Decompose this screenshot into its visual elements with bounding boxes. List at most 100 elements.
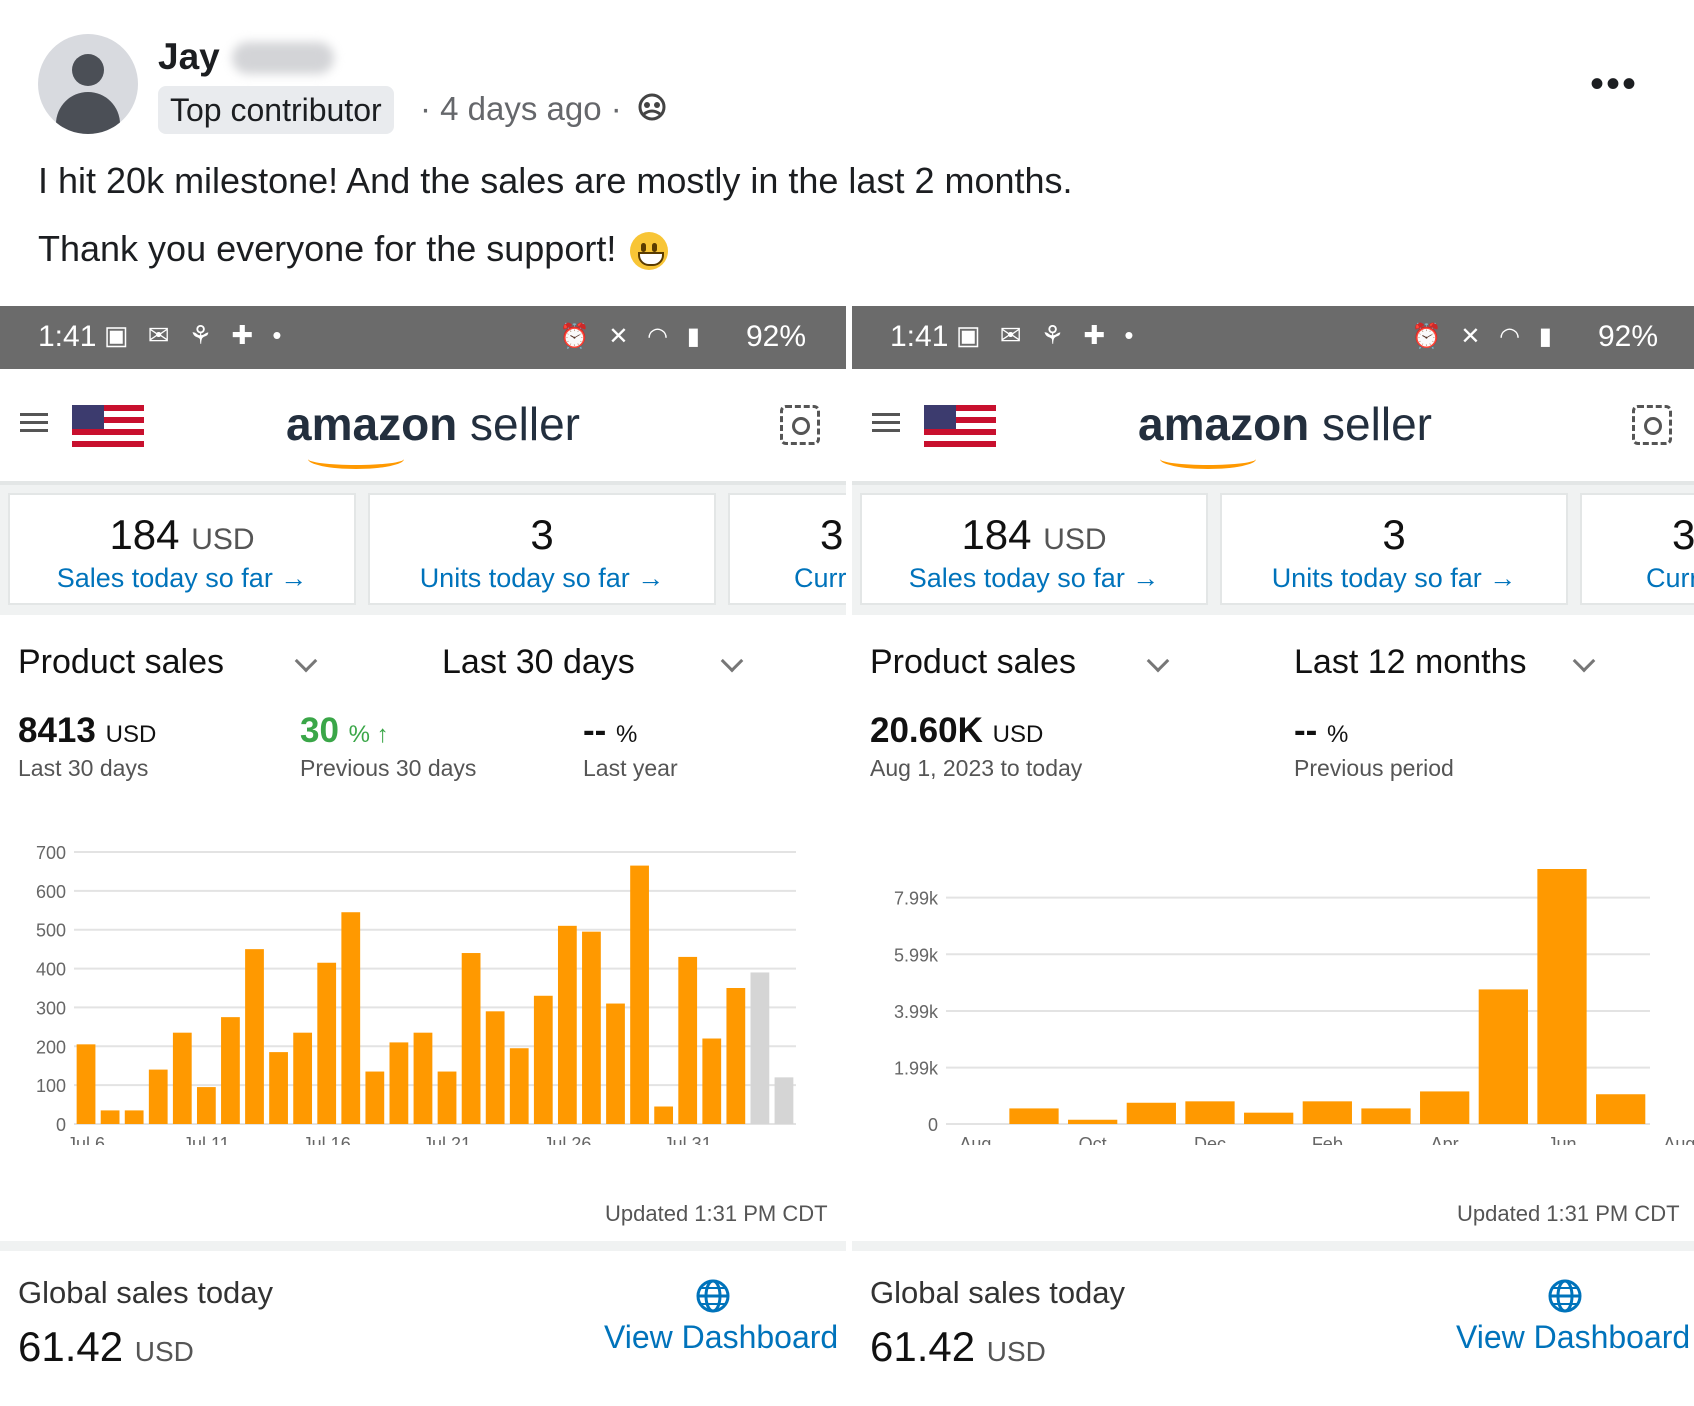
global-sales-value: 61.42 USD: [18, 1323, 194, 1371]
bar[interactable]: [413, 1032, 433, 1124]
global-sales-value: 61.42 USD: [870, 1323, 1046, 1371]
bar[interactable]: [196, 1087, 216, 1124]
global-sales-amount: 61.42: [18, 1323, 124, 1370]
us-flag-icon[interactable]: [72, 405, 144, 449]
bar[interactable]: [1420, 1091, 1470, 1124]
screenshot-right: 1:41 ▣ ✉ ⚘ ✚ • ⏰ ✕ ◠ ▮ 92% amazon seller…: [852, 306, 1694, 1406]
post-text-line-2-text: Thank you everyone for the support!: [38, 228, 617, 269]
bar[interactable]: [76, 1044, 96, 1124]
avatar-body-shape: [56, 92, 120, 134]
bar[interactable]: [557, 925, 577, 1124]
current-card[interactable]: 3 Curr: [1580, 493, 1694, 605]
sales-today-card[interactable]: 184 USD Sales today so far →: [8, 493, 356, 605]
bar[interactable]: [654, 1106, 674, 1124]
bar[interactable]: [1537, 869, 1587, 1124]
bar[interactable]: [293, 1032, 313, 1124]
battery-level: 92%: [745, 320, 806, 353]
kpi-total-value: 8413: [18, 711, 96, 750]
units-today-card[interactable]: 3 Units today so far →: [1220, 493, 1568, 605]
bar[interactable]: [1244, 1112, 1294, 1124]
more-options-icon[interactable]: •••: [1590, 62, 1639, 106]
bar[interactable]: [148, 1069, 168, 1124]
menu-icon[interactable]: [20, 413, 48, 433]
bar[interactable]: [317, 962, 337, 1124]
bar[interactable]: [100, 1110, 120, 1124]
author-name[interactable]: Jay: [158, 36, 220, 77]
global-sales-panel: Global sales today 61.42 USD View Dashbo…: [852, 1251, 1694, 1406]
period-dropdown[interactable]: Last 12 months: [1294, 643, 1527, 681]
x-tick-label: Apr: [1431, 1134, 1459, 1145]
bar[interactable]: [678, 956, 698, 1124]
units-today-link[interactable]: Units today so far →: [1271, 563, 1517, 593]
bar[interactable]: [124, 1110, 144, 1124]
units-today-link[interactable]: Units today so far →: [419, 563, 665, 593]
bar[interactable]: [389, 1042, 409, 1124]
bar[interactable]: [437, 1071, 457, 1124]
sales-today-link[interactable]: Sales today so far →: [908, 563, 1160, 593]
author-avatar[interactable]: [38, 34, 138, 134]
bar[interactable]: [1068, 1119, 1118, 1124]
globe-icon[interactable]: [694, 1277, 732, 1320]
y-tick-label: 600: [36, 882, 66, 902]
us-flag-icon[interactable]: [924, 405, 996, 449]
x-tick-label: Jul 21: [423, 1134, 471, 1145]
kpi-total: 20.60K USD: [870, 711, 1043, 751]
bar[interactable]: [365, 1071, 385, 1124]
bar[interactable]: [1185, 1101, 1235, 1124]
current-link[interactable]: Curr: [794, 563, 846, 593]
x-tick-label: Jul 11: [183, 1134, 230, 1145]
bar[interactable]: [533, 995, 553, 1124]
divider: [0, 1241, 846, 1251]
x-tick-label: Oct: [1079, 1134, 1107, 1145]
bar[interactable]: [606, 1003, 625, 1124]
chevron-down-icon[interactable]: [720, 649, 744, 673]
globe-icon[interactable]: [1546, 1277, 1584, 1320]
view-dashboard-link[interactable]: View Dashboard: [604, 1319, 839, 1355]
scan-icon[interactable]: [780, 405, 820, 445]
global-sales-title: Global sales today: [18, 1275, 274, 1310]
post-time[interactable]: · 4 days ago ·: [420, 90, 622, 127]
sales-today-link[interactable]: Sales today so far →: [56, 563, 308, 593]
bar[interactable]: [750, 972, 770, 1124]
bar[interactable]: [245, 949, 264, 1124]
current-link[interactable]: Curr: [1646, 563, 1694, 593]
bar[interactable]: [172, 1032, 192, 1124]
scan-icon[interactable]: [1632, 405, 1672, 445]
menu-icon[interactable]: [872, 413, 900, 433]
period-dropdown[interactable]: Last 30 days: [442, 643, 635, 681]
global-sales-unit: USD: [134, 1336, 194, 1367]
bar[interactable]: [726, 988, 746, 1124]
app-bar: amazon seller: [852, 369, 1694, 485]
view-dashboard-link[interactable]: View Dashboard: [1456, 1319, 1691, 1355]
chevron-down-icon[interactable]: [294, 649, 318, 673]
sales-today-amount: 184: [961, 511, 1032, 558]
chevron-down-icon[interactable]: [1572, 649, 1596, 673]
bar[interactable]: [461, 953, 481, 1124]
units-today-card[interactable]: 3 Units today so far →: [368, 493, 716, 605]
metric-dropdown[interactable]: Product sales: [870, 643, 1076, 681]
bar[interactable]: [509, 1048, 529, 1124]
bar[interactable]: [582, 931, 601, 1124]
units-today-value: 3: [1382, 511, 1406, 558]
bar[interactable]: [702, 1038, 722, 1124]
global-sales-title: Global sales today: [870, 1275, 1126, 1310]
logo-word-seller: seller: [1309, 398, 1432, 450]
facebook-post: Jay Top contributor · 4 days ago · ••• I…: [0, 0, 1694, 306]
bar[interactable]: [630, 865, 649, 1124]
bar[interactable]: [485, 1011, 505, 1124]
bar[interactable]: [341, 912, 361, 1124]
metric-dropdown[interactable]: Product sales: [18, 643, 224, 681]
bar[interactable]: [1596, 1094, 1646, 1124]
bar[interactable]: [1009, 1108, 1059, 1124]
bar[interactable]: [1478, 989, 1528, 1124]
bar[interactable]: [1361, 1108, 1411, 1124]
y-tick-label: 500: [36, 921, 66, 941]
bar[interactable]: [774, 1077, 794, 1124]
sales-today-card[interactable]: 184 USD Sales today so far →: [860, 493, 1208, 605]
bar[interactable]: [221, 1017, 240, 1124]
bar[interactable]: [1126, 1102, 1176, 1124]
chevron-down-icon[interactable]: [1146, 649, 1170, 673]
current-card[interactable]: 3 Curr: [728, 493, 846, 605]
bar[interactable]: [269, 1052, 288, 1124]
bar[interactable]: [1302, 1101, 1352, 1124]
